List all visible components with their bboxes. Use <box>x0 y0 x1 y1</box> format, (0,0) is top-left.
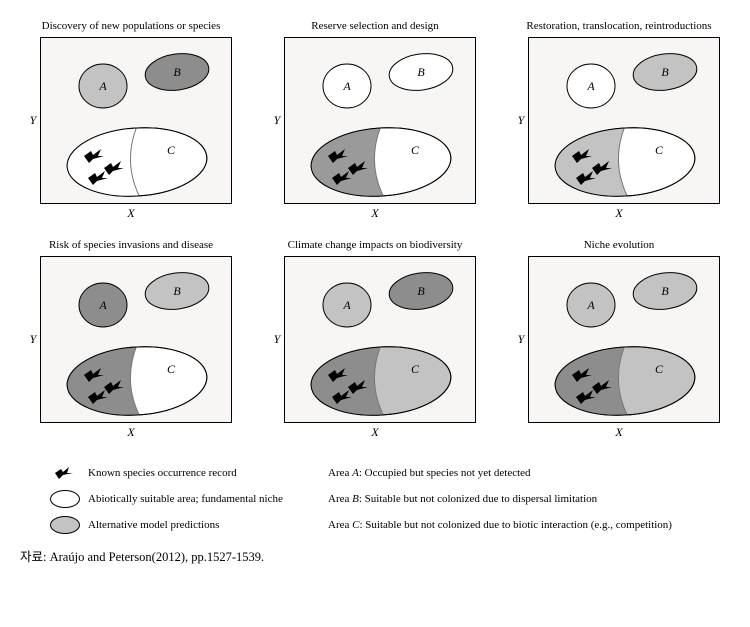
panel-title: Discovery of new populations or species <box>42 20 221 33</box>
citation: 자료: Araújo and Peterson(2012), pp.1527-1… <box>20 546 730 565</box>
y-axis-label: Y <box>30 332 37 347</box>
legend-bird-label: Known species occurrence record <box>88 467 237 479</box>
x-axis-label: X <box>127 425 134 440</box>
svg-text:C: C <box>167 143 176 157</box>
svg-text:A: A <box>587 79 596 93</box>
svg-text:A: A <box>99 298 108 312</box>
x-axis-label: X <box>127 206 134 221</box>
svg-text:B: B <box>418 65 426 79</box>
y-axis-label: Y <box>274 113 281 128</box>
svg-text:A: A <box>343 79 352 93</box>
panel-5: Niche evolution Y A B C X <box>508 239 730 440</box>
svg-text:A: A <box>343 298 352 312</box>
panel-box: A B C <box>284 37 476 204</box>
panel-box: A B C <box>284 256 476 423</box>
panel-title: Restoration, translocation, reintroducti… <box>526 20 711 33</box>
ellipse-filled-icon <box>50 516 80 534</box>
bird-icon <box>50 464 80 482</box>
y-axis-label: Y <box>518 332 525 347</box>
svg-text:C: C <box>655 362 664 376</box>
svg-text:C: C <box>411 362 420 376</box>
panel-4: Climate change impacts on biodiversity Y… <box>264 239 486 440</box>
svg-text:A: A <box>99 79 108 93</box>
legend-niche-label: Abiotically suitable area; fundamental n… <box>88 493 283 505</box>
panel-title: Niche evolution <box>584 239 655 252</box>
legend-alt-label: Alternative model predictions <box>88 519 219 531</box>
ellipse-icon <box>50 490 80 508</box>
y-axis-label: Y <box>30 113 37 128</box>
panel-title: Risk of species invasions and disease <box>49 239 213 252</box>
y-axis-label: Y <box>274 332 281 347</box>
panel-3: Risk of species invasions and disease Y … <box>20 239 242 440</box>
svg-text:B: B <box>662 284 670 298</box>
y-axis-label: Y <box>518 113 525 128</box>
legend-area-a: Area A: Occupied but species not yet det… <box>328 464 730 482</box>
panel-grid: Discovery of new populations or species … <box>20 20 730 440</box>
panel-title: Reserve selection and design <box>311 20 438 33</box>
svg-text:A: A <box>587 298 596 312</box>
svg-text:B: B <box>662 65 670 79</box>
x-axis-label: X <box>371 206 378 221</box>
legend-bird: Known species occurrence record <box>50 464 300 482</box>
svg-text:C: C <box>655 143 664 157</box>
panel-box: A B C <box>528 37 720 204</box>
svg-text:C: C <box>167 362 176 376</box>
svg-text:B: B <box>174 65 182 79</box>
x-axis-label: X <box>615 425 622 440</box>
panel-box: A B C <box>40 256 232 423</box>
x-axis-label: X <box>615 206 622 221</box>
panel-2: Restoration, translocation, reintroducti… <box>508 20 730 221</box>
panel-box: A B C <box>40 37 232 204</box>
legend: Known species occurrence record Area A: … <box>50 464 730 534</box>
svg-text:C: C <box>411 143 420 157</box>
svg-text:B: B <box>174 284 182 298</box>
legend-niche: Abiotically suitable area; fundamental n… <box>50 490 300 508</box>
legend-area-b: Area B: Suitable but not colonized due t… <box>328 490 730 508</box>
x-axis-label: X <box>371 425 378 440</box>
panel-box: A B C <box>528 256 720 423</box>
panel-0: Discovery of new populations or species … <box>20 20 242 221</box>
legend-alt: Alternative model predictions <box>50 516 300 534</box>
legend-area-c: Area C: Suitable but not colonized due t… <box>328 516 730 534</box>
panel-title: Climate change impacts on biodiversity <box>288 239 463 252</box>
svg-text:B: B <box>418 284 426 298</box>
panel-1: Reserve selection and design Y A B C X <box>264 20 486 221</box>
